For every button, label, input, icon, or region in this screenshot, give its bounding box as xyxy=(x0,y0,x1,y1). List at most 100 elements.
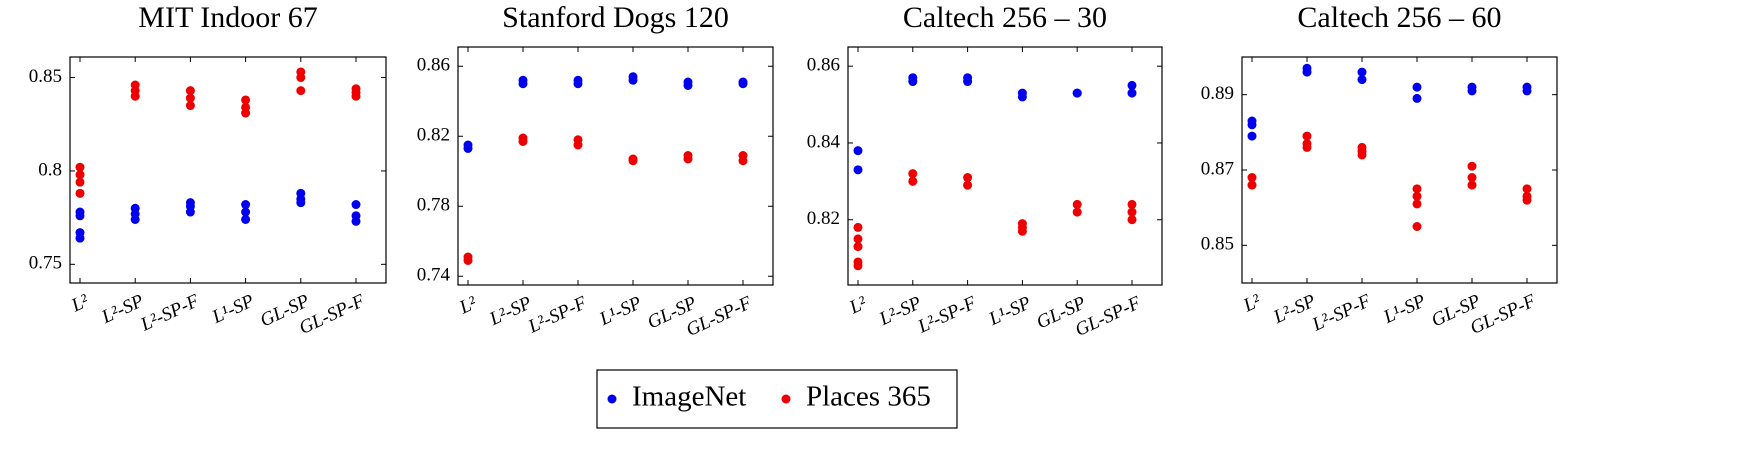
data-point xyxy=(130,214,140,224)
y-tick-label: 0.74 xyxy=(417,265,451,286)
y-tick-label: 0.86 xyxy=(417,55,450,76)
data-point xyxy=(963,77,973,87)
data-point xyxy=(1467,161,1477,171)
data-point xyxy=(853,261,863,271)
data-point xyxy=(241,200,251,210)
x-tick-label: L¹-SP xyxy=(985,292,1035,330)
data-point xyxy=(1127,88,1137,98)
chart-title: Caltech 256 – 30 xyxy=(903,1,1107,34)
data-point xyxy=(1017,226,1027,236)
y-tick-label: 0.8 xyxy=(38,159,62,180)
data-point xyxy=(75,211,85,221)
x-tick-label: L²-SP-F xyxy=(524,292,590,338)
data-point xyxy=(241,207,251,217)
data-point xyxy=(185,101,195,111)
y-tick-label: 0.78 xyxy=(417,195,450,216)
y-tick-label: 0.85 xyxy=(1201,234,1234,255)
data-point xyxy=(908,176,918,186)
data-point xyxy=(1127,215,1137,225)
y-tick-label: 0.84 xyxy=(807,131,841,152)
chart-title: Caltech 256 – 60 xyxy=(1297,1,1501,34)
data-point xyxy=(738,79,748,89)
data-point xyxy=(296,198,306,208)
y-tick-label: 0.85 xyxy=(29,66,62,87)
data-point xyxy=(185,207,195,217)
data-point xyxy=(1412,93,1422,103)
x-tick-label: L¹-SP xyxy=(1380,290,1430,328)
legend-label: Places 365 xyxy=(806,381,931,413)
data-point xyxy=(1072,88,1082,98)
data-point xyxy=(130,91,140,101)
data-point xyxy=(185,93,195,103)
data-point xyxy=(963,173,973,183)
data-point xyxy=(75,170,85,180)
y-tick-label: 0.89 xyxy=(1201,83,1234,104)
data-point xyxy=(75,233,85,243)
data-point xyxy=(963,180,973,190)
data-point xyxy=(1302,142,1312,152)
legend-box xyxy=(596,369,958,429)
data-point xyxy=(1412,199,1422,209)
data-point xyxy=(853,165,863,175)
chart-title: Stanford Dogs 120 xyxy=(502,1,729,34)
data-point xyxy=(853,146,863,156)
data-point xyxy=(1522,86,1532,96)
data-point xyxy=(1412,184,1422,194)
data-point xyxy=(1247,173,1257,183)
data-point xyxy=(351,91,361,101)
data-point xyxy=(518,79,528,89)
data-point xyxy=(296,86,306,96)
data-point xyxy=(463,256,473,265)
y-tick-label: 0.82 xyxy=(807,208,840,229)
data-point xyxy=(1127,80,1137,90)
x-tick-label: L¹-SP xyxy=(596,292,646,330)
legend-marker xyxy=(607,394,617,404)
data-point xyxy=(683,154,693,164)
data-point xyxy=(241,214,251,224)
x-tick-label: L²-SP-F xyxy=(914,292,980,338)
data-point xyxy=(1467,86,1477,96)
data-point xyxy=(1412,222,1422,231)
plot-frame xyxy=(457,46,774,286)
data-point xyxy=(1357,67,1367,77)
data-point xyxy=(908,77,918,87)
x-tick-label: L² xyxy=(1239,290,1264,316)
data-point xyxy=(518,137,528,146)
data-point xyxy=(1127,207,1137,217)
data-point xyxy=(573,140,583,150)
x-tick-label: L¹-SP xyxy=(208,290,258,328)
data-point xyxy=(241,108,251,118)
data-point xyxy=(683,81,693,90)
legend-marker xyxy=(781,394,791,404)
data-point xyxy=(75,188,85,198)
data-point xyxy=(185,86,195,96)
data-point xyxy=(463,144,473,153)
x-tick-label: L² xyxy=(845,292,870,318)
data-point xyxy=(1467,180,1477,190)
x-tick-label: L²-SP-F xyxy=(137,290,203,336)
data-point xyxy=(1412,191,1422,201)
data-point xyxy=(1302,131,1312,141)
data-point xyxy=(573,79,583,89)
data-point xyxy=(853,234,863,244)
data-point xyxy=(1467,173,1477,183)
data-point xyxy=(75,162,85,172)
data-point xyxy=(628,156,638,166)
x-tick-label: L² xyxy=(67,290,92,316)
data-point xyxy=(1357,75,1367,85)
plot-frame xyxy=(1241,56,1558,284)
x-tick-label: L²-SP-F xyxy=(1308,290,1374,336)
legend-label: ImageNet xyxy=(632,381,746,413)
data-point xyxy=(241,95,251,105)
y-tick-label: 0.86 xyxy=(807,55,840,76)
data-point xyxy=(1072,207,1082,217)
data-point xyxy=(296,73,306,83)
data-point xyxy=(351,200,361,210)
data-point xyxy=(1522,195,1532,205)
data-point xyxy=(853,222,863,232)
data-point xyxy=(351,216,361,226)
x-tick-label: L² xyxy=(455,292,480,318)
chart-title: MIT Indoor 67 xyxy=(138,1,317,34)
data-point xyxy=(628,75,638,85)
